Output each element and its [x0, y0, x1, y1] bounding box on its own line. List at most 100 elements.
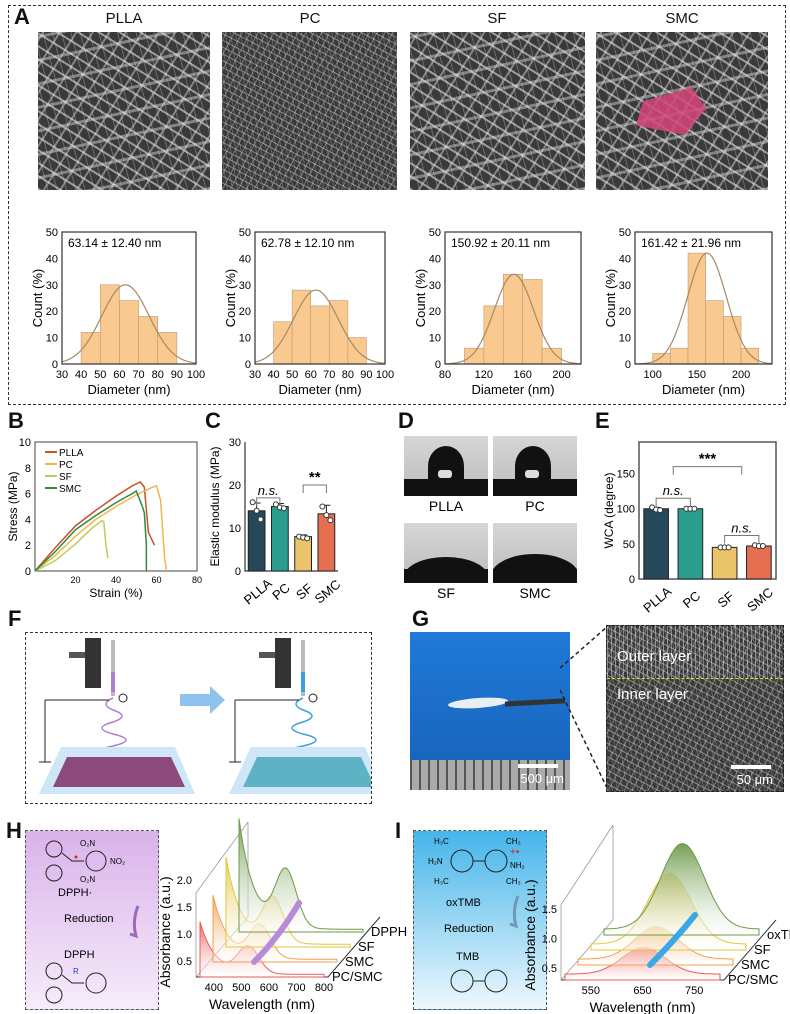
sem-image-pc	[222, 32, 397, 190]
significance-bracket	[672, 466, 743, 475]
layer-boundary	[607, 678, 783, 679]
y-axis-label: Count (%)	[223, 269, 238, 328]
data-point	[691, 505, 698, 512]
histogram-bar	[522, 279, 543, 365]
title-sf: SF	[487, 10, 507, 27]
mean-diameter-annotation: 62.78 ± 12.10 nm	[261, 236, 354, 250]
significance-bracket	[724, 534, 760, 544]
histogram-bar	[464, 347, 485, 365]
plot-frame	[638, 441, 777, 580]
y-tick-label: 20	[239, 306, 251, 318]
data-point	[327, 517, 334, 524]
electrospinning-setup-left	[39, 638, 195, 794]
histogram-bar	[705, 300, 724, 365]
mean-diameter-annotation: 150.92 ± 20.11 nm	[451, 236, 550, 250]
x-tick-label: 120	[475, 369, 493, 381]
x-tick-label: 150	[688, 369, 706, 381]
trend-arrow-icon	[647, 912, 698, 968]
y-tick-label: 2	[25, 540, 31, 552]
group-nh2: NH₂	[510, 861, 525, 870]
series-label: SF	[358, 939, 375, 954]
series-label: PC/SMC	[332, 969, 383, 984]
y-tick-label: 40	[239, 253, 251, 265]
group-no2: NO₂	[110, 857, 126, 866]
significance-label: **	[309, 469, 321, 486]
legend-label: PLLA	[59, 448, 84, 459]
y-axis-label: Count (%)	[413, 269, 428, 328]
histogram-bar	[652, 353, 671, 365]
x-tick-label: 50	[286, 369, 298, 381]
panel-label-c: C	[205, 408, 221, 433]
y-axis-label: Absorbance (a.u.)	[157, 876, 173, 987]
bar-plla	[643, 508, 669, 580]
panel-f-box	[25, 632, 372, 804]
zoom-lines	[560, 625, 609, 791]
electrospinning-schematic	[39, 638, 371, 794]
data-point	[249, 499, 256, 506]
group-h3c-top: H₃C	[434, 837, 449, 846]
plot-frame	[61, 231, 197, 365]
group-h2n: H₂N	[428, 857, 443, 866]
data-point	[657, 507, 664, 514]
dpph-radical-label: DPPH·	[58, 887, 93, 899]
series-label: PC/SMC	[728, 972, 779, 987]
bar-smc	[746, 545, 772, 580]
scale-bar	[518, 764, 558, 768]
line-smc	[34, 489, 148, 572]
bar-sf	[294, 536, 312, 572]
y-tick-label: 0	[25, 566, 31, 578]
droplet-image-smc	[493, 523, 577, 583]
y-tick-label: 20	[619, 306, 631, 318]
y-axis-label: Stress (MPa)	[6, 471, 20, 541]
x-tick-label: 200	[732, 369, 750, 381]
tmb-spectra-chart: PC/SMCSMCSFoxTMB 0.5 1.0 1.5 550 650 750 Wavele…	[522, 824, 790, 1014]
histogram-smc: 0 10 20 30 40 50 100 150 200 161.42 ± 21.96 nm Dia…	[603, 227, 773, 397]
y-tick-label: 0.5	[177, 956, 192, 968]
x-tick-label: 30	[56, 369, 68, 381]
x-axis-label: Diameter (nm)	[87, 382, 170, 397]
significance-label: n.s.	[731, 520, 752, 535]
y-tick-label: 30	[239, 280, 251, 292]
x-tick-label: SF	[715, 588, 737, 610]
data-point	[304, 535, 311, 542]
legend-label: PC	[59, 460, 73, 471]
x-axis-label: Wavelength (nm)	[209, 996, 315, 1012]
data-point	[257, 516, 264, 523]
panel-label-g: G	[412, 606, 430, 631]
x-tick-label: 80	[439, 369, 451, 381]
sem-image-smc	[596, 32, 768, 190]
y-tick-label: 20	[229, 480, 241, 492]
bar-pc	[677, 508, 704, 580]
group-ch3-bottom: CH₃	[506, 877, 521, 886]
x-axis-label: Strain (%)	[89, 586, 142, 600]
y-tick-label: 10	[239, 333, 251, 345]
scale-bar	[731, 765, 771, 769]
significance-bracket	[655, 497, 691, 507]
y-tick-label: 20	[46, 306, 58, 318]
svg-text:+•: +•	[510, 847, 520, 858]
x-axis-label: Wavelength (nm)	[589, 999, 695, 1014]
arrow-icon	[180, 686, 225, 714]
x-tick-label: 100	[187, 369, 205, 381]
droplet-label-sf: SF	[437, 585, 455, 601]
x-tick-label: 160	[514, 369, 532, 381]
series-label: SF	[754, 942, 771, 957]
x-tick-label: 60	[113, 369, 125, 381]
x-tick-label: 600	[260, 982, 278, 994]
x-tick-label: 40	[75, 369, 87, 381]
data-point	[725, 544, 732, 551]
electrospinning-setup-right	[229, 638, 371, 794]
x-tick-label: 100	[643, 369, 661, 381]
y-axis-label: Elastic modulus (MPa)	[208, 446, 222, 566]
x-tick-label: 70	[323, 369, 335, 381]
trend-arrow-icon	[251, 900, 302, 965]
substituent-r: R	[73, 967, 79, 976]
x-tick-label: 60	[305, 369, 317, 381]
droplet-label-smc: SMC	[519, 585, 551, 601]
inner-layer-label: Inner layer	[617, 686, 688, 703]
dpph-label: DPPH	[64, 949, 95, 961]
histogram-pc: 0 10 20 30 40 50 30 40 50 60 70 80 90 100 62.78 ± 12.1…	[223, 227, 394, 397]
histogram-bar	[740, 347, 760, 365]
